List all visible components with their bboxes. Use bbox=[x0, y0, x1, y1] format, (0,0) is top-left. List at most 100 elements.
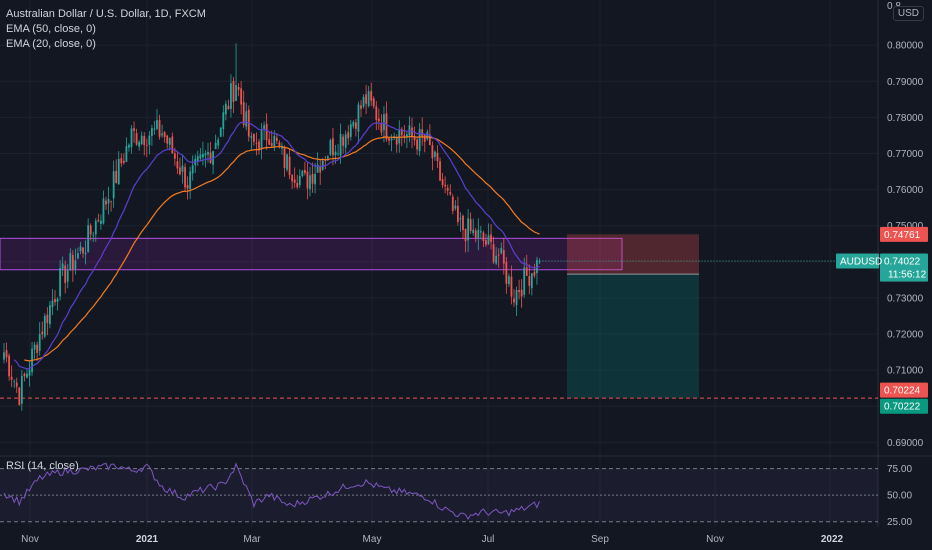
candle[interactable] bbox=[43, 315, 46, 337]
candle[interactable] bbox=[181, 165, 184, 172]
candle[interactable] bbox=[273, 135, 276, 147]
candle[interactable] bbox=[337, 153, 339, 155]
candle[interactable] bbox=[140, 135, 143, 145]
candle[interactable] bbox=[186, 185, 189, 189]
candle[interactable] bbox=[74, 260, 77, 269]
candle[interactable] bbox=[332, 138, 334, 156]
candle[interactable] bbox=[286, 154, 288, 170]
candle[interactable] bbox=[222, 112, 225, 129]
candle[interactable] bbox=[454, 205, 457, 209]
ema50-legend[interactable]: EMA (50, close, 0) bbox=[6, 23, 96, 35]
candle[interactable] bbox=[451, 196, 454, 211]
take-profit-zone[interactable] bbox=[567, 274, 699, 399]
candle[interactable] bbox=[115, 170, 118, 184]
candle[interactable] bbox=[416, 139, 418, 150]
candle[interactable] bbox=[459, 218, 462, 220]
candle[interactable] bbox=[38, 334, 41, 351]
candle[interactable] bbox=[446, 187, 449, 191]
candle[interactable] bbox=[242, 101, 245, 125]
candle[interactable] bbox=[84, 252, 87, 255]
candle[interactable] bbox=[298, 175, 301, 185]
candle[interactable] bbox=[490, 234, 492, 242]
candle[interactable] bbox=[199, 154, 202, 159]
candle[interactable] bbox=[15, 382, 18, 387]
candle[interactable] bbox=[291, 175, 294, 182]
candle[interactable] bbox=[214, 142, 217, 150]
candle[interactable] bbox=[87, 225, 90, 253]
candle[interactable] bbox=[77, 253, 79, 259]
candle[interactable] bbox=[457, 205, 459, 223]
candle[interactable] bbox=[418, 129, 421, 152]
candle[interactable] bbox=[342, 136, 345, 146]
candle[interactable] bbox=[89, 225, 92, 235]
candle[interactable] bbox=[421, 129, 424, 137]
candle[interactable] bbox=[357, 104, 360, 132]
candle[interactable] bbox=[375, 106, 378, 121]
candle[interactable] bbox=[120, 158, 123, 164]
candle[interactable] bbox=[355, 122, 357, 129]
candle[interactable] bbox=[209, 152, 212, 163]
candle[interactable] bbox=[135, 133, 138, 145]
candle[interactable] bbox=[515, 289, 518, 306]
candle[interactable] bbox=[49, 305, 51, 325]
candle[interactable] bbox=[311, 173, 314, 184]
candle[interactable] bbox=[23, 373, 26, 377]
candle[interactable] bbox=[306, 171, 309, 189]
candle[interactable] bbox=[230, 83, 232, 109]
candle[interactable] bbox=[474, 230, 477, 239]
candle[interactable] bbox=[304, 169, 306, 174]
candle[interactable] bbox=[413, 136, 416, 141]
candle[interactable] bbox=[270, 143, 273, 146]
candle[interactable] bbox=[59, 267, 61, 297]
candle[interactable] bbox=[296, 182, 299, 188]
candle[interactable] bbox=[166, 135, 169, 144]
candle[interactable] bbox=[184, 167, 186, 188]
candle[interactable] bbox=[293, 179, 296, 183]
candle[interactable] bbox=[168, 137, 171, 145]
candle[interactable] bbox=[235, 85, 237, 101]
candle[interactable] bbox=[36, 344, 39, 353]
candle[interactable] bbox=[485, 240, 487, 245]
candle[interactable] bbox=[487, 235, 490, 245]
candle[interactable] bbox=[538, 261, 541, 263]
candle[interactable] bbox=[28, 369, 31, 376]
candle[interactable] bbox=[207, 151, 209, 155]
candle[interactable] bbox=[171, 136, 174, 154]
candle[interactable] bbox=[367, 91, 370, 107]
candle[interactable] bbox=[176, 161, 179, 169]
candle[interactable] bbox=[525, 267, 528, 276]
candle[interactable] bbox=[260, 130, 263, 150]
candle[interactable] bbox=[403, 135, 406, 138]
candle[interactable] bbox=[513, 298, 515, 303]
candle[interactable] bbox=[523, 267, 526, 295]
candle[interactable] bbox=[237, 87, 240, 90]
candle[interactable] bbox=[477, 229, 480, 239]
candle[interactable] bbox=[377, 118, 380, 122]
candle[interactable] bbox=[360, 105, 362, 109]
candle[interactable] bbox=[319, 166, 322, 173]
rsi-legend[interactable]: RSI (14, close) bbox=[6, 460, 79, 472]
candle[interactable] bbox=[10, 376, 13, 380]
candle[interactable] bbox=[161, 133, 163, 136]
candle[interactable] bbox=[105, 200, 107, 205]
candle[interactable] bbox=[26, 373, 28, 378]
candle[interactable] bbox=[245, 111, 248, 127]
candle[interactable] bbox=[117, 158, 120, 185]
candle[interactable] bbox=[372, 98, 375, 107]
candle[interactable] bbox=[66, 270, 69, 282]
candle[interactable] bbox=[464, 229, 467, 242]
stop-loss-zone[interactable] bbox=[567, 234, 699, 275]
candle[interactable] bbox=[153, 128, 156, 130]
candle[interactable] bbox=[316, 164, 319, 173]
candle[interactable] bbox=[497, 254, 500, 256]
candle[interactable] bbox=[56, 298, 59, 302]
ema20-legend[interactable]: EMA (20, close, 0) bbox=[6, 38, 96, 50]
candle[interactable] bbox=[94, 220, 97, 235]
candle[interactable] bbox=[240, 88, 243, 105]
candle[interactable] bbox=[301, 170, 304, 177]
candle[interactable] bbox=[69, 253, 72, 270]
candle[interactable] bbox=[92, 234, 95, 236]
candle[interactable] bbox=[528, 276, 531, 286]
candle[interactable] bbox=[61, 263, 64, 269]
